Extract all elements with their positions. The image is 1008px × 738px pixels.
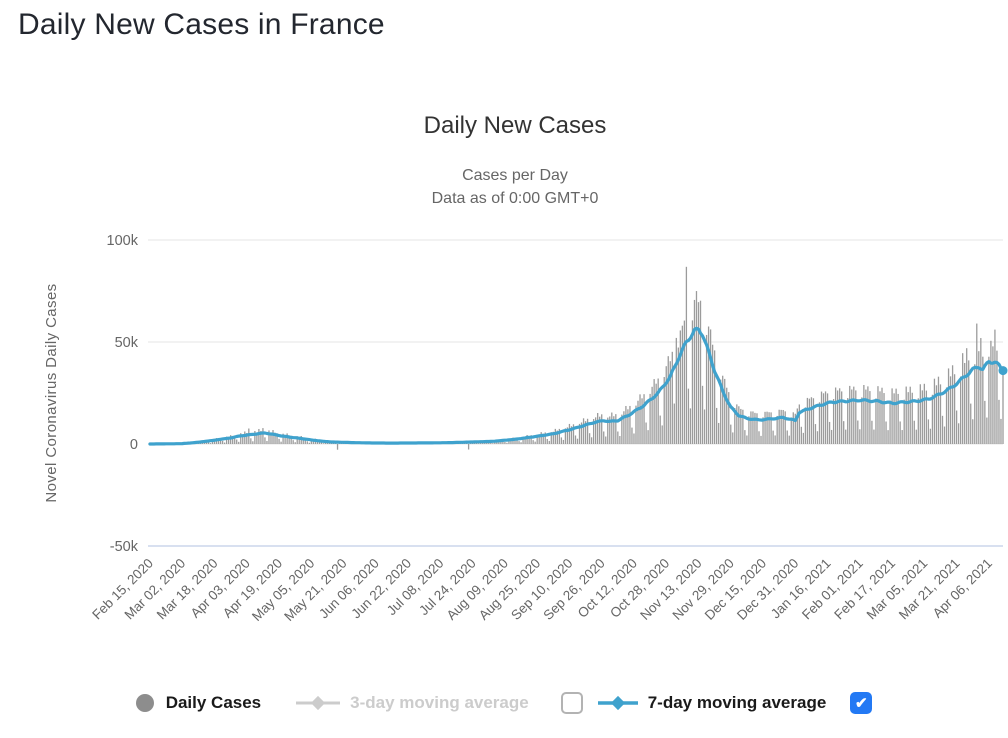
y-axis-tick-label: -50k xyxy=(110,539,139,555)
y-axis-labels: 100k 50k 0 -50k xyxy=(107,233,139,555)
y-axis-tick-label: 0 xyxy=(130,437,138,453)
chart-title: Daily New Cases xyxy=(423,112,607,139)
y-axis-tick-label: 100k xyxy=(107,233,139,249)
daily-cases-bars xyxy=(159,266,1004,450)
chart-legend: Daily Cases 3-day moving average 7-day m… xyxy=(0,684,1008,722)
legend-item-3day-average[interactable]: 3-day moving average xyxy=(295,693,529,713)
daily-cases-label: Daily Cases xyxy=(165,693,262,712)
ma7-checkbox[interactable] xyxy=(850,692,873,714)
ma7-line xyxy=(148,326,1005,446)
ma3-checkbox[interactable] xyxy=(560,692,583,714)
ma7-marker-icon xyxy=(597,695,639,711)
chart-subtitle-line1: Cases per Day xyxy=(462,167,568,184)
ma7-label: 7-day moving average xyxy=(647,693,827,712)
page-title: Daily New Cases in France xyxy=(18,8,385,41)
legend-item-daily-cases[interactable]: Daily Cases xyxy=(135,693,262,713)
ma3-marker-icon xyxy=(295,695,341,711)
daily-cases-marker-icon xyxy=(135,694,154,712)
y-axis-tick-label: 50k xyxy=(115,335,139,351)
legend-item-7day-average[interactable]: 7-day moving average xyxy=(597,693,827,713)
gridlines xyxy=(148,239,1003,445)
ma7-line-end-marker xyxy=(998,366,1008,376)
ma3-label: 3-day moving average xyxy=(350,693,529,712)
chart-subtitle-line2: Data as of 0:00 GMT+0 xyxy=(431,190,599,207)
